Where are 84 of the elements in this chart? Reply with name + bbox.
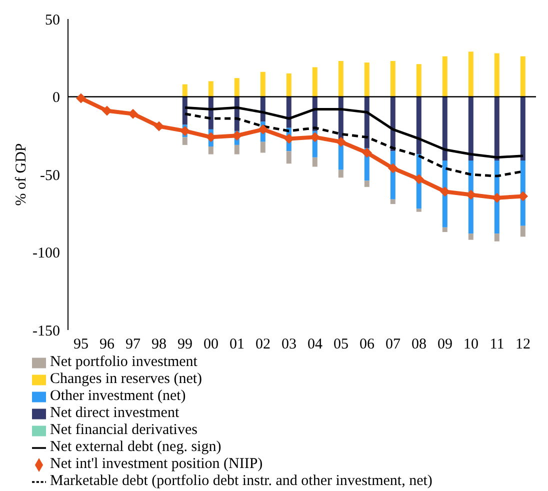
point: [128, 108, 138, 119]
x-tick-label: 09: [438, 336, 452, 353]
x-tick-label: 12: [516, 336, 530, 353]
point: [336, 136, 346, 147]
x-tick-label: 10: [464, 336, 478, 353]
bar: [338, 170, 344, 178]
legend-label: Net int'l investment position (NIIP): [50, 456, 263, 472]
bar: [416, 96, 422, 154]
x-tick-label: 95: [74, 336, 88, 353]
x-tick-label: 98: [152, 336, 166, 353]
bar: [312, 67, 318, 97]
bar: [182, 84, 188, 97]
x-tick-label: 04: [308, 336, 323, 353]
bar: [364, 62, 370, 97]
bar: [364, 180, 370, 187]
point: [258, 124, 268, 134]
bar: [494, 234, 500, 242]
bar: [286, 151, 292, 164]
bar: [442, 56, 448, 97]
y-tick-label: 50: [45, 12, 60, 28]
point: [284, 134, 294, 144]
point: [440, 186, 450, 197]
bar: [234, 144, 240, 154]
bar: [416, 208, 422, 212]
legend-label: Other investment (net): [50, 388, 186, 404]
legend-label: Net portfolio investment: [50, 354, 198, 370]
point: [206, 132, 216, 142]
bar: [312, 157, 318, 167]
x-tick-label: 02: [256, 336, 270, 353]
point: [102, 106, 112, 116]
y-tick-label: -100: [32, 246, 60, 262]
bar: [260, 142, 266, 153]
x-tick-label: 05: [334, 336, 348, 353]
point: [232, 130, 242, 141]
legend-label: Net financial derivatives: [50, 422, 198, 438]
bar: [520, 226, 526, 237]
point: [310, 132, 320, 142]
point: [76, 93, 86, 104]
bar: [468, 96, 474, 161]
bar: [182, 137, 188, 145]
bar: [442, 227, 448, 232]
point: [154, 121, 164, 132]
bar: [234, 78, 240, 97]
bar: [520, 56, 526, 97]
x-tick-label: 07: [386, 336, 401, 353]
x-tick-label: 96: [100, 336, 115, 353]
point: [388, 163, 398, 174]
y-axis-title: % of GDP: [13, 143, 30, 206]
point: [492, 192, 502, 203]
x-tick-label: 01: [230, 336, 244, 353]
line-series: [184, 106, 524, 159]
point: [518, 191, 528, 202]
bar: [468, 234, 474, 240]
bar: [390, 60, 396, 97]
legend-label: Marketable debt (portfolio debt instr. and other investment, net): [50, 473, 432, 489]
x-tick-label: 11: [490, 336, 504, 353]
x-tick-label: 08: [412, 336, 426, 353]
point: [414, 174, 424, 184]
x-tick-label: 06: [360, 336, 375, 353]
bar: [208, 146, 214, 154]
legend-label: Changes in reserves (net): [50, 371, 202, 387]
bar: [208, 81, 214, 97]
bar: [494, 96, 500, 161]
x-tick-label: 00: [204, 336, 218, 353]
point: [180, 126, 190, 136]
bar: [338, 60, 344, 97]
legend-label: Net external debt (neg. sign): [50, 439, 222, 455]
y-tick-label: 0: [52, 90, 60, 106]
y-tick-label: -50: [40, 168, 60, 184]
bar: [468, 52, 474, 97]
legend-label: Net direct investment: [50, 405, 180, 421]
x-tick-label: 03: [282, 336, 296, 353]
bar: [260, 72, 266, 97]
bar: [520, 96, 526, 161]
point: [362, 148, 372, 158]
bar: [442, 96, 448, 161]
bar: [494, 53, 500, 97]
x-tick-label: 99: [178, 336, 192, 353]
point: [466, 190, 476, 200]
y-tick-label: -150: [32, 323, 60, 340]
bar: [416, 64, 422, 97]
x-tick-label: 97: [126, 336, 141, 353]
bar: [286, 73, 292, 97]
bar: [390, 199, 396, 204]
